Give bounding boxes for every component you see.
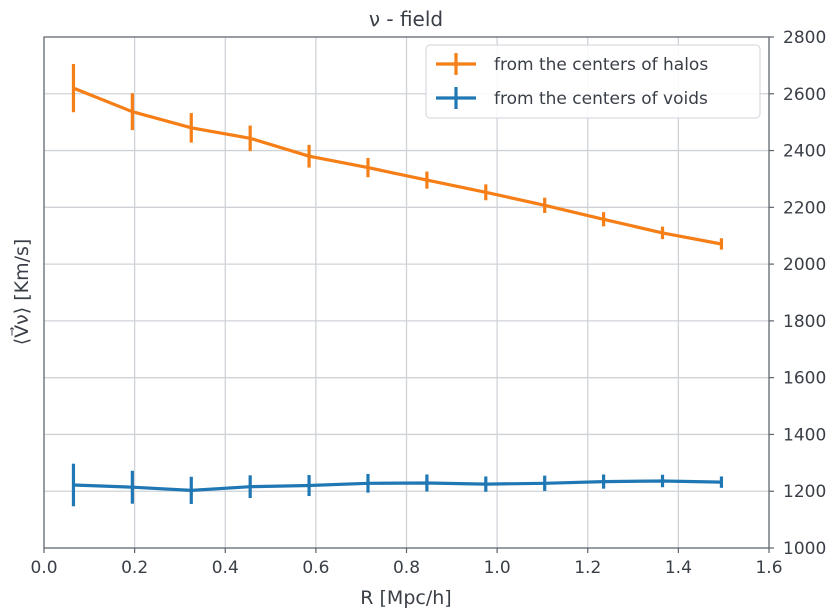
y-tick-label: 1600 [783,369,826,389]
x-tick-label: 1.4 [665,558,692,578]
y-tick-label: 1200 [783,482,826,502]
y-tick-label: 2600 [783,85,826,105]
x-tick-label: 0.6 [302,558,329,578]
series-voids [71,463,724,507]
y-tick-label: 2200 [783,198,826,218]
legend-label: from the centers of voids [494,89,708,109]
legend-entry: from the centers of halos [436,53,708,75]
x-tick-label: 0.8 [393,558,420,578]
legend-entry: from the centers of voids [436,87,708,109]
x-tick-label: 0.0 [30,558,57,578]
series-line [73,479,722,492]
grid-lines [43,36,770,549]
legend: from the centers of halos from the center… [425,44,761,119]
legend-label: from the centers of halos [494,55,708,75]
y-tick-label: 2800 [783,28,826,48]
series-layer [71,63,724,507]
x-tick-label: 0.4 [212,558,239,578]
x-tick-label: 1.0 [484,558,511,578]
y-tick-label: 1400 [783,425,826,445]
y-axis-label: ⟨V⃗ν⟩ [Km/s] [10,239,33,346]
y-tick-label: 1000 [783,539,826,559]
y-tick-label: 2400 [783,142,826,162]
series-line [72,86,722,246]
series-halos [71,63,724,250]
x-axis-label: R [Mpc/h] [360,587,451,609]
chart-title: ν - field [369,7,443,31]
x-tick-label: 1.6 [755,558,782,578]
y-tick-label: 2000 [783,255,826,275]
x-tick-label: 0.2 [121,558,148,578]
y-axis-ticks: 1000 1200 1400 1600 1800 2000 2200 2400 2600 2800 [769,28,826,559]
x-axis-ticks: 0.0 0.2 0.4 0.6 0.8 1.0 1.2 1.4 1.6 [30,548,783,578]
y-tick-label: 1800 [783,312,826,332]
x-tick-label: 1.2 [574,558,601,578]
legend-box [425,44,761,119]
